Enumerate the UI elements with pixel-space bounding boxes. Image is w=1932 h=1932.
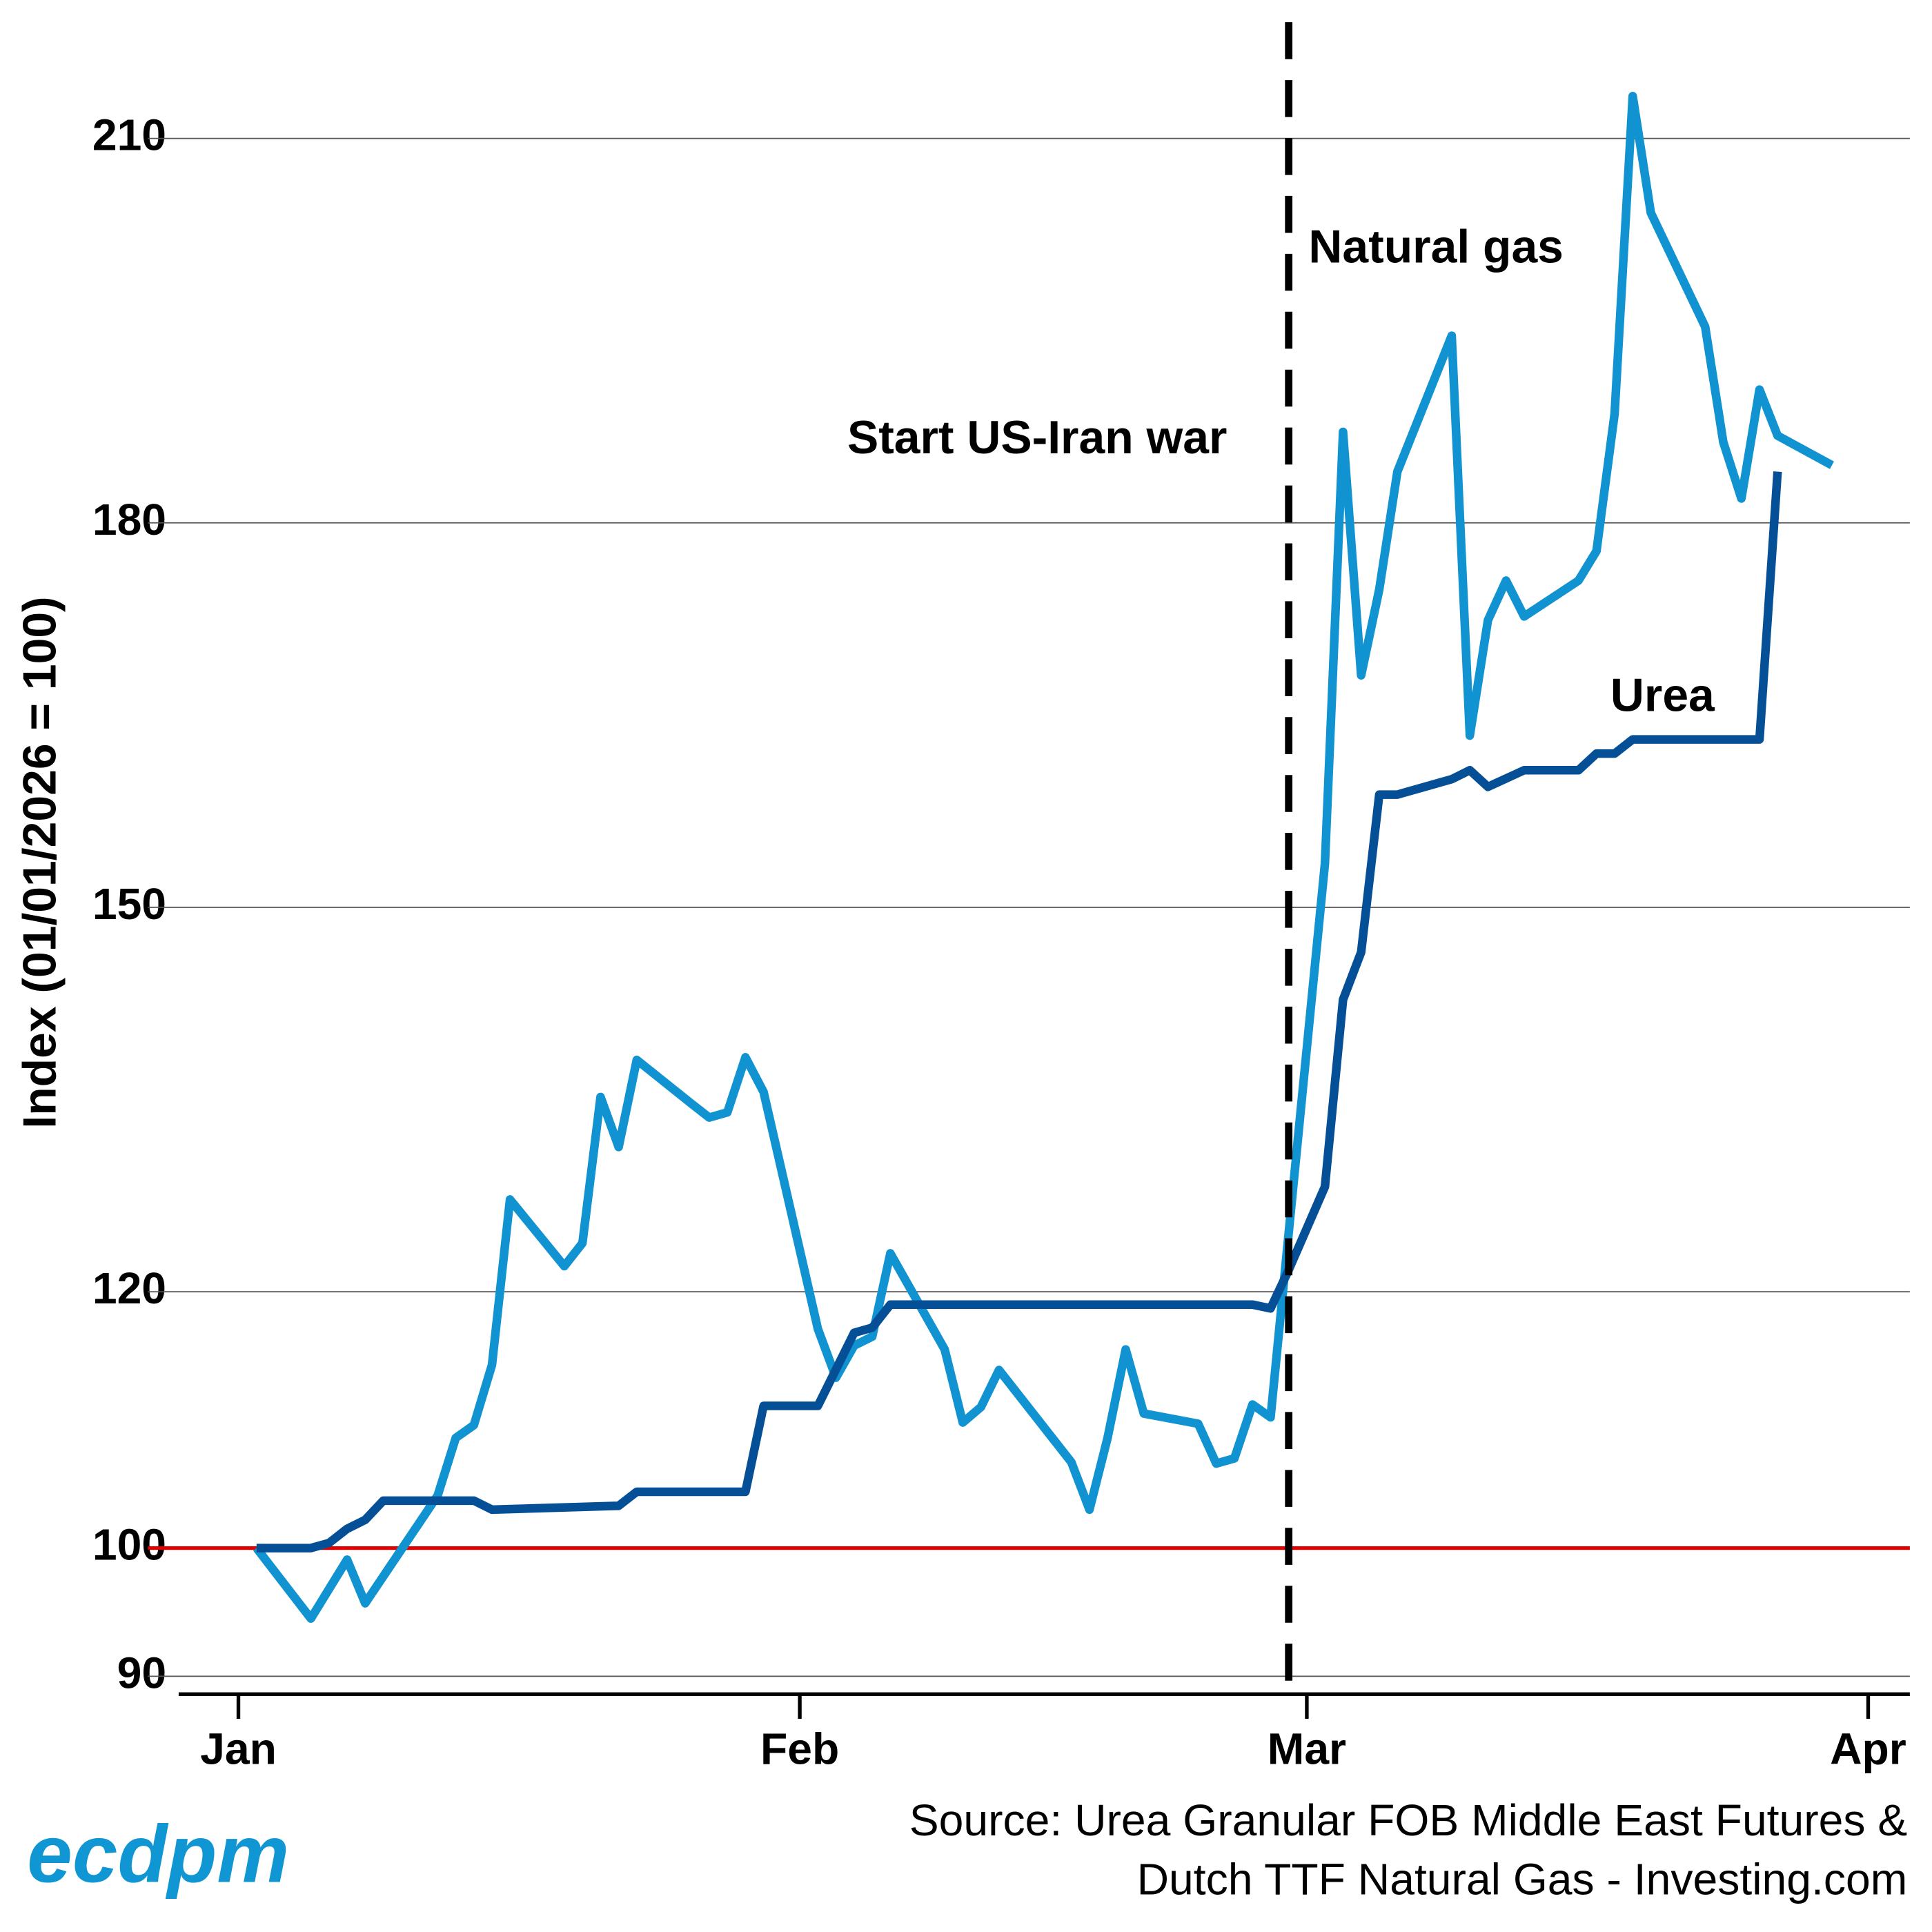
- event-label: Start US-Iran war: [847, 412, 1227, 464]
- y-tick-label: 150: [92, 879, 166, 929]
- series-line: [256, 471, 1782, 1552]
- y-tick-label: 210: [92, 110, 166, 160]
- y-axis-title: Index (01/01/2026 = 100): [14, 596, 66, 1128]
- y-tick-label: 90: [117, 1648, 166, 1697]
- series-line: [253, 92, 1834, 1623]
- series-label: Urea: [1610, 669, 1715, 721]
- x-tick-label: Mar: [1268, 1724, 1346, 1773]
- series-label: Natural gas: [1308, 221, 1564, 273]
- x-tick-label: Jan: [200, 1724, 277, 1773]
- x-tick-label: Feb: [760, 1724, 839, 1773]
- y-tick-label: 100: [92, 1520, 166, 1570]
- source-line: Source: Urea Granular FOB Middle East Fu…: [909, 1795, 1908, 1845]
- x-tick-label: Apr: [1830, 1724, 1906, 1773]
- logo: ecdpm: [27, 1808, 289, 1900]
- y-tick-label: 180: [92, 495, 166, 544]
- source-line: Dutch TTF Natural Gas - Investing.com: [1137, 1855, 1908, 1904]
- y-tick-label: 120: [92, 1263, 166, 1313]
